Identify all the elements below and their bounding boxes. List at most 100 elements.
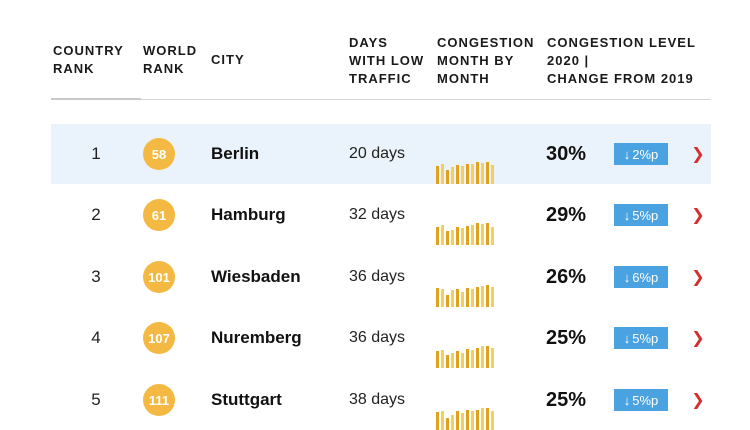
world-rank-badge: 111	[143, 384, 175, 416]
change-cell: ↓ 6%p	[614, 247, 668, 307]
country-rank: 2	[91, 205, 101, 224]
month-bar	[456, 411, 459, 430]
change-badge: ↓ 2%p	[614, 143, 668, 165]
country-rank: 4	[91, 328, 101, 347]
congestion-level: 30%	[546, 142, 587, 165]
header-divider	[51, 99, 711, 100]
change-badge: ↓ 5%p	[614, 389, 668, 411]
header-divider-sort-indicator	[51, 98, 141, 100]
month-bar	[461, 353, 464, 368]
world-rank-cell: 61	[143, 185, 175, 245]
month-bar	[471, 225, 474, 245]
month-bar	[451, 415, 454, 430]
change-cell: ↓ 5%p	[614, 308, 668, 368]
down-arrow-icon: ↓	[623, 146, 631, 162]
month-bar	[466, 226, 469, 245]
change-cell: ↓ 5%p	[614, 185, 668, 245]
city-name: Berlin	[211, 144, 260, 163]
month-bar	[456, 227, 459, 245]
header-world-rank[interactable]: WORLD RANK	[143, 43, 198, 76]
month-bar	[491, 348, 494, 368]
month-bar	[486, 162, 489, 184]
header-country-rank[interactable]: COUNTRY RANK	[53, 43, 124, 76]
month-bar	[436, 227, 439, 245]
change-value: 5%p	[632, 392, 659, 408]
change-badge: ↓ 5%p	[614, 204, 668, 226]
change-value: 6%p	[632, 269, 659, 285]
month-bar	[441, 164, 444, 184]
header-congestion-level[interactable]: CONGESTION LEVEL 2020 | CHANGE FROM 2019	[547, 35, 696, 86]
world-rank-badge: 61	[143, 199, 175, 231]
table-row[interactable]: 2 61 Hamburg 32 days 29% ↓ 5%p ❯	[51, 185, 711, 245]
down-arrow-icon: ↓	[623, 207, 631, 223]
month-bar	[476, 287, 479, 307]
change-cell: ↓ 2%p	[614, 124, 668, 184]
world-rank-cell: 58	[143, 124, 175, 184]
monthly-congestion-chart	[436, 370, 506, 430]
days-low-traffic: 32 days	[349, 206, 406, 223]
country-rank: 3	[91, 267, 101, 286]
month-bar	[481, 286, 484, 307]
month-bar	[471, 289, 474, 307]
table-row[interactable]: 1 58 Berlin 20 days 30% ↓ 2%p ❯	[51, 124, 711, 184]
chevron-right-icon[interactable]: ❯	[691, 146, 705, 163]
month-bar	[491, 165, 494, 184]
month-bar	[436, 288, 439, 307]
down-arrow-icon: ↓	[623, 269, 631, 285]
month-bar	[491, 411, 494, 430]
chevron-right-icon[interactable]: ❯	[691, 269, 705, 286]
header-congestion-month: CONGESTION MONTH BY MONTH	[437, 35, 535, 86]
month-bar	[446, 295, 449, 307]
month-bar	[486, 346, 489, 368]
city-name: Stuttgart	[211, 390, 282, 409]
month-bar	[451, 353, 454, 368]
month-bar	[461, 292, 464, 307]
monthly-congestion-chart	[436, 308, 506, 368]
monthly-congestion-chart	[436, 185, 506, 245]
month-bar	[481, 408, 484, 430]
days-low-traffic: 36 days	[349, 329, 406, 346]
month-bar	[466, 349, 469, 368]
month-bar	[476, 223, 479, 245]
table-row[interactable]: 5 111 Stuttgart 38 days 25% ↓ 5%p ❯	[51, 370, 711, 430]
chevron-right-icon[interactable]: ❯	[691, 392, 705, 409]
days-low-traffic: 38 days	[349, 391, 406, 408]
world-rank-badge: 58	[143, 138, 175, 170]
month-bar	[466, 288, 469, 307]
header-city[interactable]: CITY	[211, 52, 245, 67]
country-rank: 1	[91, 144, 101, 163]
congestion-level: 29%	[546, 203, 587, 226]
table-row[interactable]: 3 101 Wiesbaden 36 days 26% ↓ 6%p ❯	[51, 247, 711, 307]
month-bar	[491, 227, 494, 245]
header-days-low-traffic[interactable]: DAYS WITH LOW TRAFFIC	[349, 35, 425, 86]
table-row[interactable]: 4 107 Nuremberg 36 days 25% ↓ 5%p ❯	[51, 308, 711, 368]
month-bar	[461, 166, 464, 184]
down-arrow-icon: ↓	[623, 330, 631, 346]
month-bar	[481, 224, 484, 245]
change-value: 5%p	[632, 330, 659, 346]
month-bar	[456, 165, 459, 184]
world-rank-badge: 107	[143, 322, 175, 354]
congestion-level: 25%	[546, 326, 587, 349]
change-badge: ↓ 6%p	[614, 266, 668, 288]
month-bar	[476, 410, 479, 430]
world-rank-cell: 111	[143, 370, 175, 430]
monthly-congestion-chart	[436, 124, 506, 184]
chevron-right-icon[interactable]: ❯	[691, 207, 705, 224]
city-name: Wiesbaden	[211, 267, 301, 286]
month-bar	[471, 164, 474, 184]
month-bar	[491, 287, 494, 307]
month-bar	[436, 412, 439, 430]
world-rank-badge: 101	[143, 261, 175, 293]
world-rank-cell: 107	[143, 308, 175, 368]
month-bar	[471, 350, 474, 368]
month-bar	[466, 164, 469, 184]
country-rank: 5	[91, 390, 101, 409]
month-bar	[471, 411, 474, 430]
month-bar	[441, 411, 444, 430]
month-bar	[476, 162, 479, 184]
month-bar	[466, 410, 469, 430]
city-name: Nuremberg	[211, 328, 302, 347]
chevron-right-icon[interactable]: ❯	[691, 330, 705, 347]
change-value: 5%p	[632, 207, 659, 223]
